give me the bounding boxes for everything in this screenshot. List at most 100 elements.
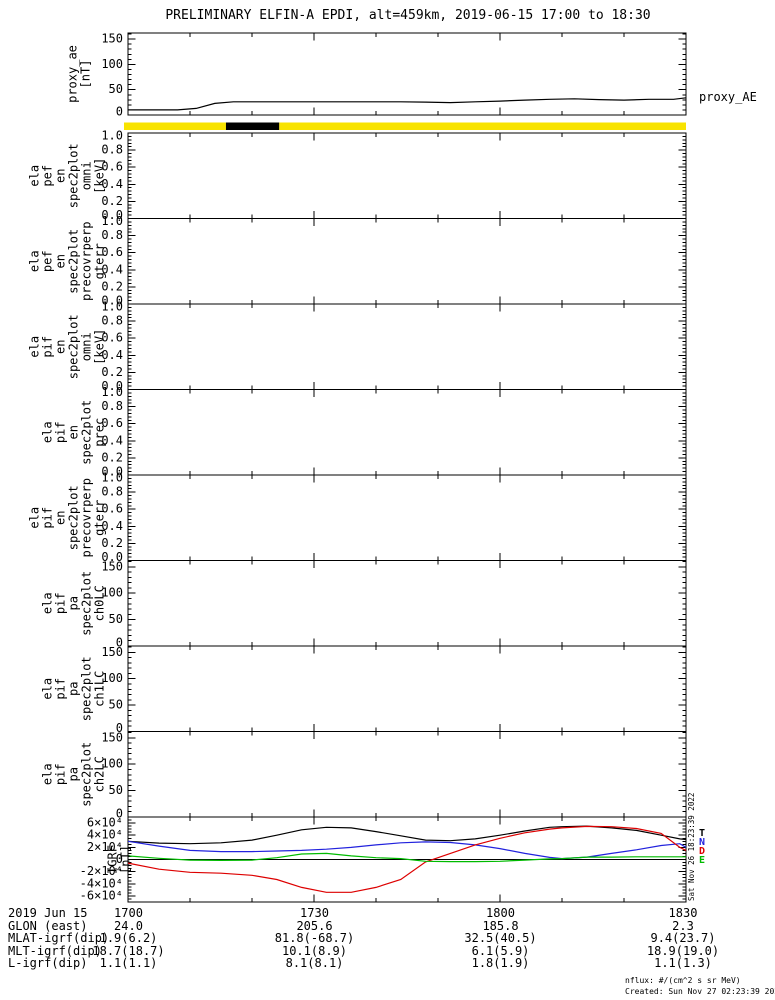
- y-tick-label: 1.0: [101, 214, 123, 228]
- y-tick-label: 6×10⁴: [87, 816, 123, 830]
- y-tick-label: 0.2: [101, 365, 123, 379]
- panel-ela_pif_en_spec2plot_prec: 0.00.2 0.4 0.6 0.81.0 ela pif en spec2plot prec: [41, 385, 687, 479]
- y-tick-label: 0: [116, 105, 123, 119]
- bottom-axis-value: 10.1(8.9): [281, 943, 348, 958]
- panel-label-word: gterr: [93, 243, 107, 279]
- flag-black: [225, 122, 280, 130]
- panel-label-word: en: [54, 511, 68, 525]
- bottom-axis-value: 18.7(18.7): [92, 943, 165, 958]
- y-tick-label: 150: [101, 32, 123, 46]
- y-tick-label: 100: [101, 586, 123, 600]
- panel-label-word: ela: [28, 507, 42, 529]
- panel-label-word: pif: [41, 507, 55, 529]
- y-tick-label: 0.4: [101, 262, 123, 276]
- series-E: [127, 852, 686, 863]
- series-T: [127, 825, 687, 845]
- panel-label-word: ch1LC: [93, 671, 107, 707]
- proxy-ae-line-label: proxy_AE: [699, 90, 757, 104]
- panel-ela_pif_en_spec2plot_omni: 0.00.2 0.4 0.6 0.81.0 ela pif en spec2plot omni[…: [28, 300, 687, 393]
- y-tick-label: 0.0: [101, 465, 123, 479]
- y-tick-label: 50: [109, 612, 123, 626]
- bottom-axis-value: 205.6: [296, 918, 333, 933]
- igrf-legend-E: E: [699, 855, 705, 866]
- y-tick-label: 50: [109, 698, 123, 712]
- y-tick-label: 150: [101, 645, 123, 659]
- panel-label-word: [keV]: [93, 158, 107, 194]
- panel-ela_pef_en_spec2plot_precovrperp_gterr: 0.00.2 0.4 0.6 0.81.0 ela pef en spec2plot preco…: [28, 214, 687, 308]
- y-tick-label: 0.6: [101, 331, 123, 345]
- bottom-axis-value: 32.5(40.5): [464, 931, 537, 945]
- bottom-axis-row-label: MLAT-igrf(dip): [8, 931, 110, 945]
- igrf-legend-N: N: [699, 837, 705, 848]
- y-tick-label: 150: [101, 730, 123, 744]
- y-tick-label: -2×10⁴: [80, 864, 123, 878]
- panel-ela_pif_pa_spec2plot_ch1LC: 0 50 100 150 ela pif pa spec2plot ch1LC: [41, 645, 687, 735]
- bottom-axis-row-label: GLON (east): [8, 918, 88, 933]
- panel-label-word: gterr: [93, 500, 107, 536]
- panel-label-word: en: [54, 169, 68, 183]
- bottom-axis-value: 1.1(1.3): [654, 956, 712, 970]
- y-tick-label: -6×10⁴: [80, 888, 123, 902]
- panel-label-word: pif: [41, 336, 55, 358]
- y-tick-label: 0: [116, 636, 123, 650]
- y-tick-label: 50: [109, 82, 123, 96]
- bottom-axis-value: 2.3: [672, 918, 694, 933]
- panel-label-word: ela: [28, 165, 42, 187]
- series-proxy_AE: [128, 97, 687, 111]
- y-tick-label: 1.0: [101, 129, 123, 143]
- y-tick-label: 100: [101, 671, 123, 685]
- panel-ela_pef_en_spec2plot_omni: 0.00.2 0.4 0.6 0.81.0 ela pef en spec2plot omni[…: [28, 129, 687, 222]
- panel-label-word: ela: [41, 421, 55, 443]
- bottom-axis-value: 9.4(23.7): [650, 931, 716, 945]
- x-tick-label: 1800: [486, 906, 515, 920]
- panel-label-word: pa: [67, 767, 81, 781]
- y-tick-label: 0.8: [101, 399, 123, 413]
- y-tick-label: 100: [101, 757, 123, 771]
- created-timestamp: Created: Sun Nov 27 02:23:39 2022: [625, 987, 775, 996]
- x-tick-label: 1830: [668, 906, 698, 920]
- panel-label-word: omni: [80, 332, 94, 361]
- y-tick-label: 0.0: [101, 208, 123, 222]
- render-watermark: Sat Nov 26 18:23:39 2022: [687, 793, 696, 901]
- y-tick-label: 0.2: [101, 194, 123, 208]
- y-tick-label: 0.6: [101, 416, 123, 430]
- panel-label-word: spec2plot: [80, 571, 94, 636]
- panel-label-word: omni: [80, 161, 94, 190]
- panel-label-word: pa: [67, 682, 81, 696]
- panel-label-word: IGRF: [106, 845, 120, 874]
- y-tick-label: 0: [116, 807, 123, 821]
- y-tick-label: 0: [116, 721, 123, 735]
- bottom-axis-value: 24.0: [114, 918, 143, 933]
- y-tick-label: 0.4: [101, 348, 123, 362]
- igrf-legend-D: D: [699, 846, 705, 857]
- y-tick-label: 0.6: [101, 245, 123, 259]
- y-tick-label: 0.2: [101, 279, 123, 293]
- nflux-units-note: nflux: #/(cm^2 s sr MeV): [625, 976, 741, 985]
- panel-label-word: ch2LC: [93, 756, 107, 792]
- series-N: [127, 840, 687, 860]
- panel-label-word: spec2plot: [67, 314, 81, 379]
- panel-label-word: ela: [41, 678, 55, 700]
- panel-label-word: en: [67, 425, 81, 439]
- y-tick-label: 0.0: [101, 294, 123, 308]
- y-tick-label: 1.0: [101, 385, 123, 399]
- y-tick-label: 0.8: [101, 228, 123, 242]
- panel-label-word: pa: [67, 596, 81, 610]
- panel-label-word: spec2plot: [67, 485, 81, 550]
- flag-yellow: [279, 122, 686, 130]
- bottom-axis-row-label: L-igrf(dip): [8, 956, 88, 970]
- panel-label-word: en: [54, 254, 68, 268]
- panel-label-word: spec2plot: [80, 742, 94, 807]
- bottom-axis-row-label: MLT-igrf(dip): [8, 943, 102, 958]
- y-tick-label: 0.4: [101, 433, 123, 447]
- bottom-axis-value: 81.8(-68.7): [274, 931, 355, 945]
- y-tick-label: 1.0: [101, 300, 123, 314]
- panel-label-word: spec2plot: [80, 656, 94, 721]
- y-tick-label: 0.8: [101, 143, 123, 157]
- series-D: [127, 825, 687, 893]
- panel-label-word: ela: [41, 763, 55, 785]
- panel-label-word: precovrperp: [80, 478, 94, 557]
- panel-ela_pif_en_spec2plot_precovrperp_gterr: 0.00.2 0.4 0.6 0.81.0 ela pif en spec2plot preco…: [28, 471, 687, 564]
